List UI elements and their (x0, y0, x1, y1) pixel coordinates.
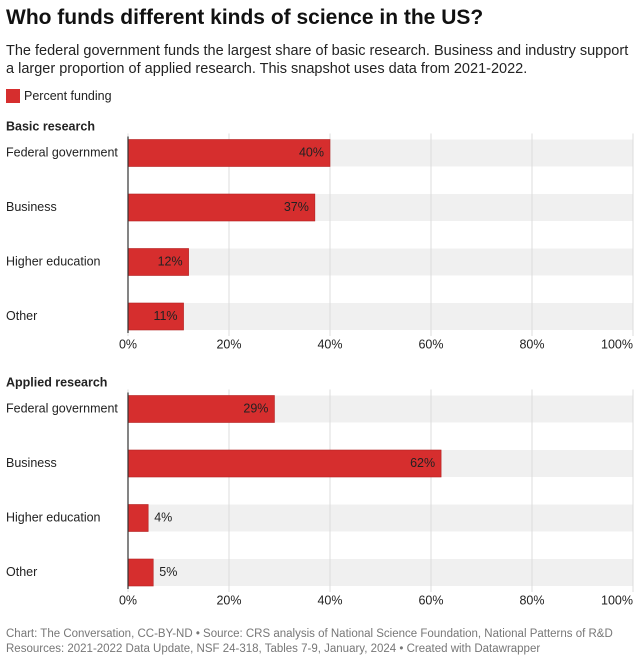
value-label: 5% (159, 565, 177, 579)
legend-label: Percent funding (24, 89, 112, 103)
value-label: 40% (299, 145, 324, 159)
footer: Chart: The Conversation, CC-BY-ND • Sour… (6, 628, 613, 655)
category-label: Other (6, 565, 37, 579)
x-tick-label: 40% (317, 593, 342, 607)
panel-title: Applied research (6, 375, 107, 389)
row-background (128, 504, 633, 532)
row-background (128, 248, 633, 276)
x-tick-label: 20% (216, 337, 241, 351)
x-tick-label: 60% (418, 337, 443, 351)
row-background (128, 303, 633, 330)
bar (127, 558, 154, 587)
value-label: 62% (410, 456, 435, 470)
bar (127, 248, 189, 276)
legend: Percent funding (6, 89, 112, 103)
bar (127, 193, 316, 222)
value-label: 4% (154, 510, 172, 524)
bar (127, 395, 275, 423)
subtitle: The federal government funds the largest… (6, 43, 629, 77)
value-label: 12% (158, 254, 183, 268)
bar (127, 449, 442, 478)
category-label: Business (6, 456, 57, 470)
x-tick-label: 100% (601, 337, 633, 351)
category-label: Other (6, 309, 37, 323)
category-label: Federal government (6, 145, 118, 159)
row-background (128, 559, 633, 586)
category-label: Federal government (6, 401, 118, 415)
x-tick-label: 80% (519, 593, 544, 607)
panel-title: Basic research (6, 119, 95, 133)
x-tick-label: 0% (119, 337, 137, 351)
x-tick-label: 80% (519, 337, 544, 351)
x-tick-label: 100% (601, 593, 633, 607)
bar (127, 139, 331, 167)
category-label: Business (6, 200, 57, 214)
legend-swatch (6, 89, 20, 103)
bar (127, 504, 149, 532)
value-label: 37% (284, 200, 309, 214)
x-tick-label: 20% (216, 593, 241, 607)
bar (127, 302, 184, 331)
category-label: Higher education (6, 510, 101, 524)
value-label: 11% (153, 309, 177, 323)
x-tick-label: 40% (317, 337, 342, 351)
x-tick-label: 0% (119, 593, 137, 607)
category-label: Higher education (6, 254, 101, 268)
x-tick-label: 60% (418, 593, 443, 607)
value-label: 29% (243, 401, 268, 415)
title: Who funds different kinds of science in … (6, 6, 484, 29)
